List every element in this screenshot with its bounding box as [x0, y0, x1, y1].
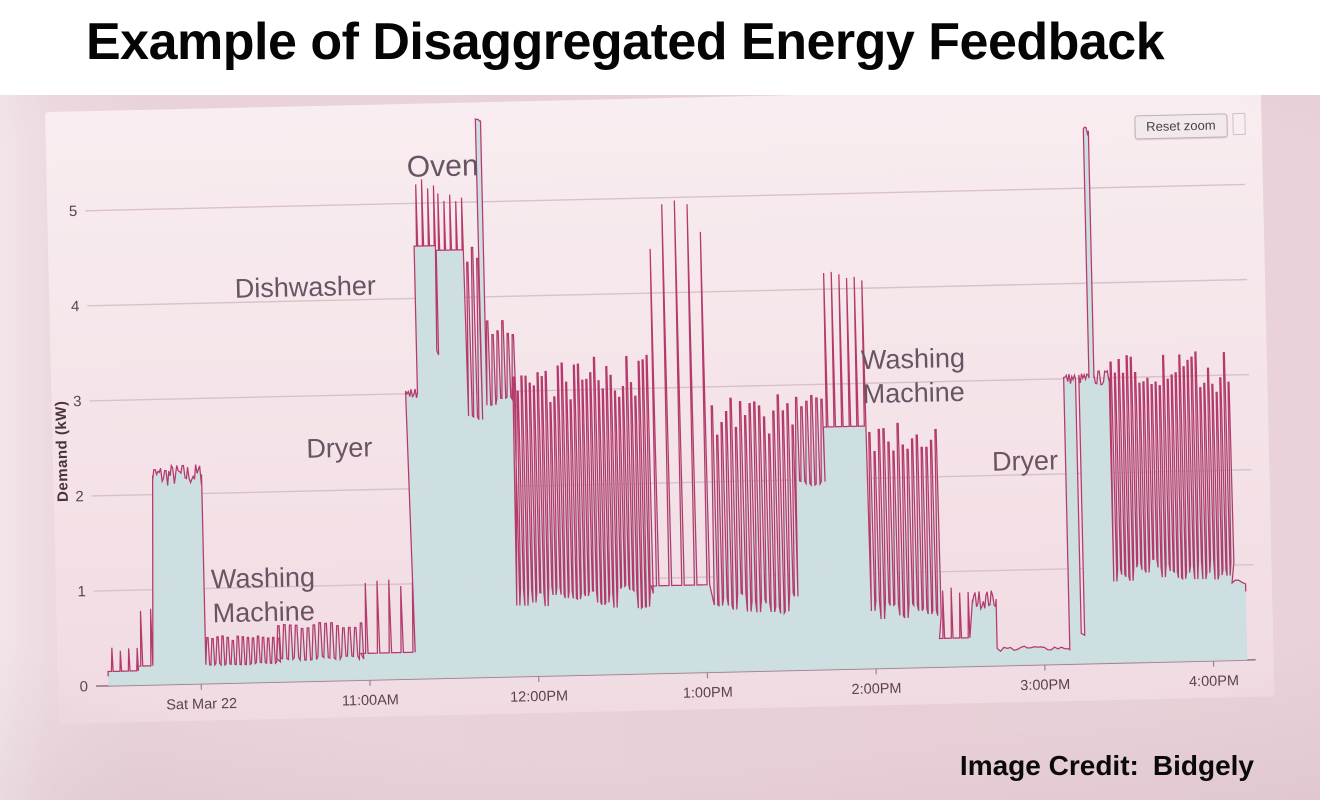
appliance-label: Dishwasher: [234, 271, 376, 304]
appliance-label: Washing: [211, 562, 316, 594]
svg-text:11:00AM: 11:00AM: [342, 692, 399, 709]
panel-corner-fragment: [1232, 112, 1246, 136]
svg-text:1:00PM: 1:00PM: [683, 685, 733, 702]
svg-text:2: 2: [75, 488, 84, 505]
svg-text:4:00PM: 4:00PM: [1189, 673, 1239, 690]
page-title: Example of Disaggregated Energy Feedback: [86, 13, 1165, 71]
image-credit: Image Credit: Bidgely: [960, 750, 1254, 782]
appliance-label: Machine: [862, 377, 965, 409]
svg-text:2:00PM: 2:00PM: [851, 681, 901, 698]
image-credit-name: Bidgely: [1152, 750, 1254, 781]
image-credit-label: Image Credit:: [959, 750, 1139, 781]
reset-zoom-button[interactable]: Reset zoom: [1133, 113, 1228, 140]
y-axis-labels: 0 1 2 3 4 5: [69, 203, 89, 695]
energy-chart-panel: 0 1 2 3 4 5 Sat Mar 22 11:00AM 12:00PM 1:00PM 2:00…: [44, 95, 1275, 724]
svg-text:5: 5: [69, 203, 78, 220]
svg-text:0: 0: [79, 678, 88, 695]
svg-text:4: 4: [71, 298, 80, 315]
svg-text:1: 1: [77, 583, 86, 600]
svg-text:3:00PM: 3:00PM: [1020, 677, 1070, 694]
photo-background: 0 1 2 3 4 5 Sat Mar 22 11:00AM 12:00PM 1:00PM 2:00…: [0, 95, 1320, 800]
appliance-label: Dryer: [992, 445, 1059, 476]
svg-text:Sat Mar 22: Sat Mar 22: [166, 696, 237, 714]
y-axis-title: Demand (kW): [53, 400, 72, 502]
appliance-label: Machine: [212, 596, 315, 628]
appliance-label: Oven: [406, 149, 478, 184]
svg-text:3: 3: [73, 393, 82, 410]
appliance-annotations: OvenDishwasherDryerWashingMachineWashing…: [211, 149, 1059, 628]
x-axis-labels: Sat Mar 22 11:00AM 12:00PM 1:00PM 2:00PM 3:00…: [166, 660, 1239, 713]
appliance-label: Dryer: [306, 432, 373, 463]
demand-line: [107, 118, 1247, 677]
svg-text:12:00PM: 12:00PM: [510, 688, 568, 705]
demand-chart[interactable]: 0 1 2 3 4 5 Sat Mar 22 11:00AM 12:00PM 1:00PM 2:00…: [45, 95, 1275, 724]
demand-area-fill: [108, 119, 1248, 686]
appliance-label: Washing: [861, 343, 966, 375]
